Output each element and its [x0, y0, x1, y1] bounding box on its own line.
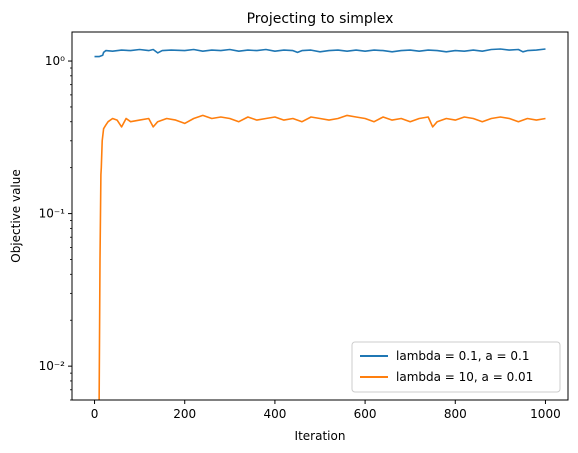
plot-area [94, 48, 546, 400]
series-line-1 [94, 48, 546, 58]
x-tick-label: 0 [91, 407, 99, 421]
y-axis-label: Objective value [9, 169, 23, 263]
x-tick-label: 200 [173, 407, 196, 421]
legend-box [351, 341, 561, 393]
axes-frame [71, 31, 569, 401]
y-tick-label: 10⁰ [45, 54, 65, 68]
legend-label-1: lambda = 0.1, a = 0.1 [396, 349, 529, 363]
series-line-2 [98, 114, 546, 400]
y-axis: 10⁻² 10⁻¹ 10⁰ [39, 54, 72, 401]
x-axis-label: Iteration [295, 429, 346, 443]
x-tick-label: 600 [354, 407, 377, 421]
chart-title: Projecting to simplex [247, 11, 394, 27]
x-tick-label: 800 [444, 407, 467, 421]
y-tick-label: 10⁻² [39, 359, 66, 373]
x-axis: 0 200 400 600 800 1000 [91, 400, 561, 421]
x-tick-label: 1000 [530, 407, 561, 421]
legend: lambda = 0.1, a = 0.1 lambda = 10, a = 0.… [351, 341, 561, 393]
y-tick-label: 10⁻¹ [39, 207, 66, 221]
x-tick-label: 400 [263, 407, 286, 421]
legend-label-2: lambda = 10, a = 0.01 [396, 370, 533, 384]
